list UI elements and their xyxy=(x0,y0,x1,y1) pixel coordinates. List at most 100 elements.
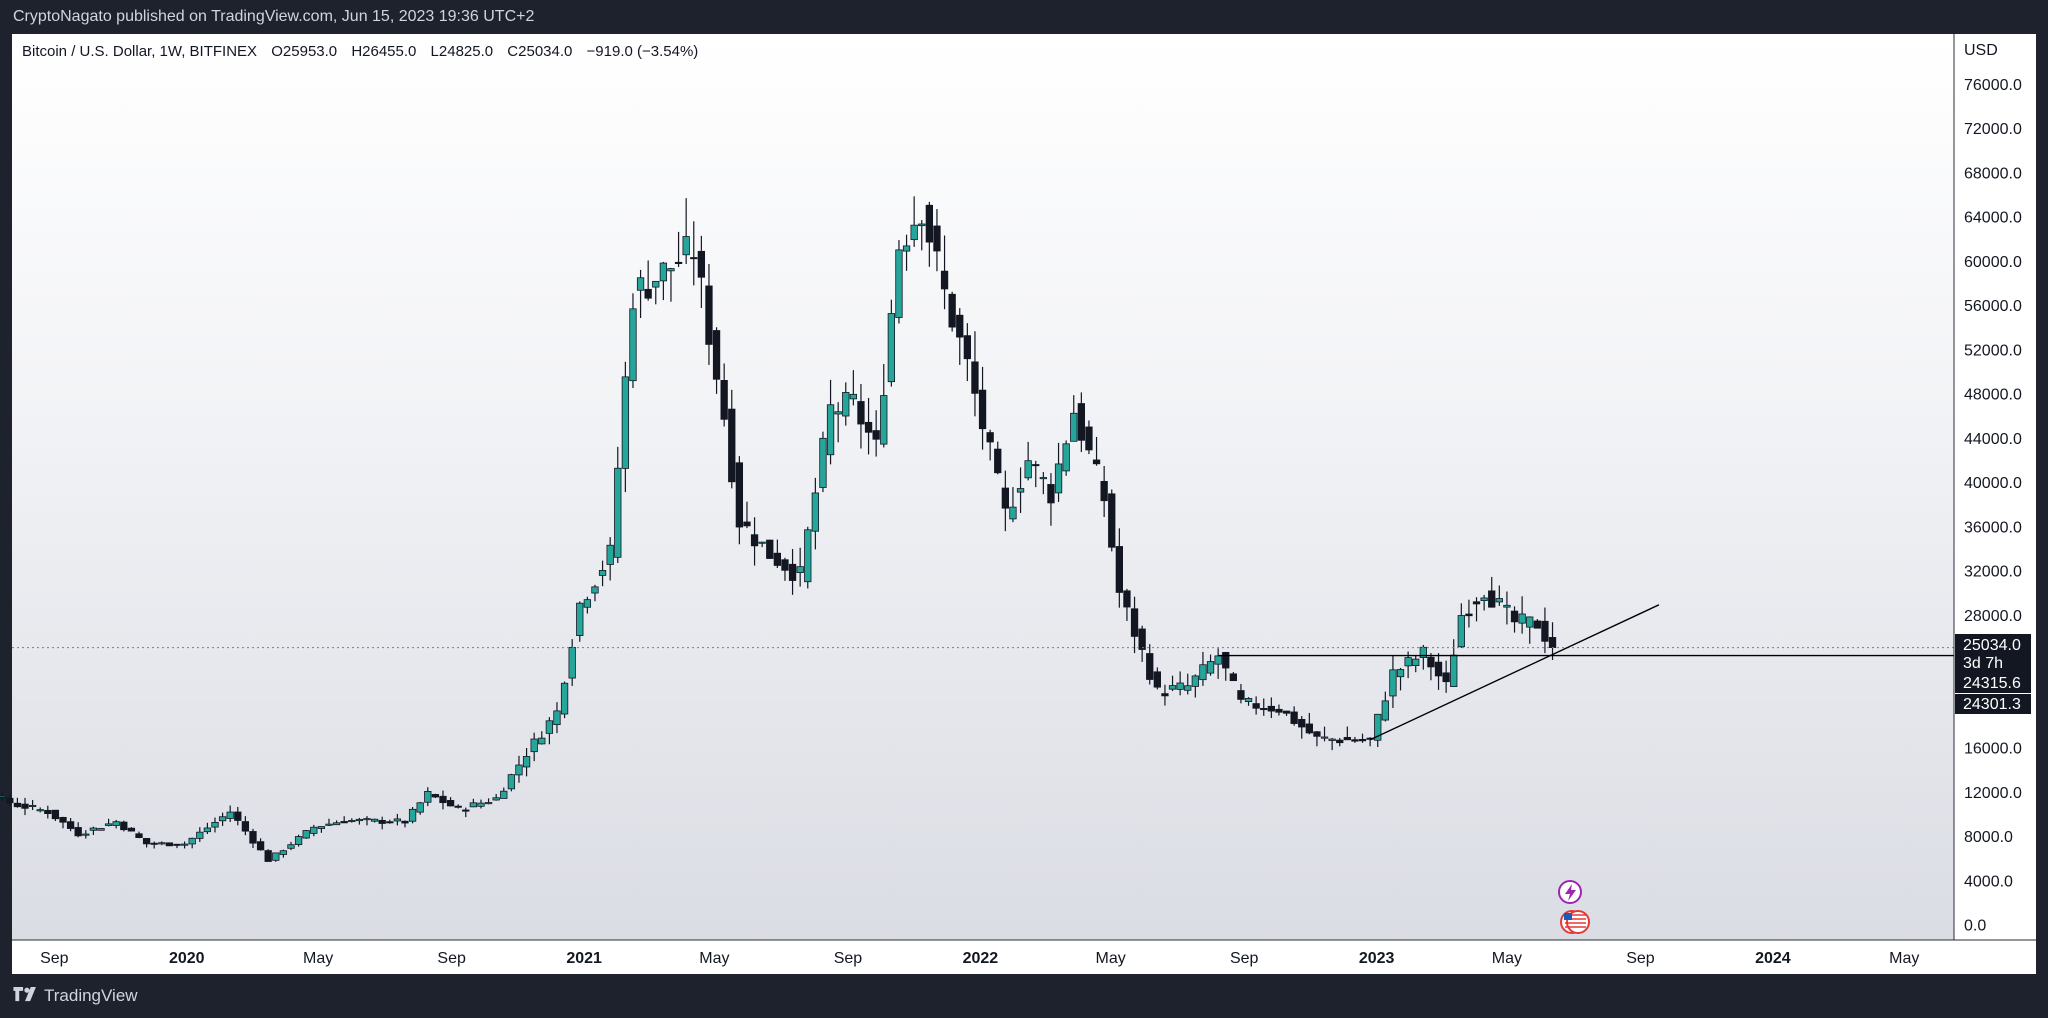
candle-body xyxy=(97,828,105,831)
candle-body xyxy=(712,330,721,380)
candle-body xyxy=(1054,463,1063,494)
candle-body xyxy=(51,809,60,820)
candle-body xyxy=(545,720,554,734)
y-tick-label: 4000.0 xyxy=(1964,873,2013,890)
last-price-tag-bg xyxy=(1955,634,2031,655)
candle-body xyxy=(1518,613,1526,624)
candle-body xyxy=(674,261,683,265)
candle-body xyxy=(902,245,911,252)
publisher-line: CryptoNagato published on TradingView.co… xyxy=(13,8,535,25)
candle-body xyxy=(1191,675,1199,687)
candle-body xyxy=(963,335,972,360)
currency-label: USD xyxy=(1964,42,1998,59)
candle-body xyxy=(1047,484,1055,504)
candle-body xyxy=(484,802,493,805)
candle-body xyxy=(933,225,941,252)
candle-body xyxy=(682,236,690,256)
candle-body xyxy=(462,809,470,812)
y-tick-label: 52000.0 xyxy=(1964,342,2022,359)
candle-body xyxy=(621,376,630,469)
candle-body xyxy=(6,797,14,804)
candle-body xyxy=(135,833,143,838)
footer-bar: TradingView xyxy=(0,974,2048,1018)
candle-body xyxy=(454,805,462,808)
candle-body xyxy=(66,821,75,829)
legend-open: O25953.0 xyxy=(271,43,338,60)
candle-body xyxy=(1389,669,1397,697)
candle-body xyxy=(994,448,1002,474)
candle-body xyxy=(1199,664,1207,681)
candle-body xyxy=(424,791,432,803)
candle-body xyxy=(826,404,835,456)
candle-body xyxy=(940,270,949,290)
y-tick-label: 68000.0 xyxy=(1964,165,2022,182)
legend-symbol: Bitcoin / U.S. Dollar, 1W, BITFINEX xyxy=(22,43,258,60)
legend-change: −919.0 (−3.54%) xyxy=(586,43,699,60)
chart-pane[interactable] xyxy=(12,34,2036,974)
candle-body xyxy=(1412,658,1420,666)
candle-body xyxy=(1130,608,1139,637)
candle-body xyxy=(150,842,158,845)
candle-body xyxy=(1001,487,1010,509)
candle-body xyxy=(21,803,29,809)
candle-body xyxy=(1488,590,1496,608)
x-tick-label: Sep xyxy=(437,950,466,967)
symbol-legend[interactable]: Bitcoin / U.S. Dollar, 1W, BITFINEX O259… xyxy=(22,43,698,60)
candle-body xyxy=(1085,426,1093,451)
x-tick-label: May xyxy=(303,950,333,967)
candle-body xyxy=(1062,443,1070,472)
candle-body xyxy=(226,811,234,819)
candle-body xyxy=(591,586,599,594)
candle-body xyxy=(0,795,6,798)
candle-body xyxy=(1009,506,1017,520)
candle-body xyxy=(348,820,356,823)
candle-body xyxy=(294,836,303,845)
candle-body xyxy=(804,529,812,583)
candle-body xyxy=(690,257,698,260)
candle-body xyxy=(325,823,333,826)
candle-body xyxy=(1495,598,1503,603)
candle-body xyxy=(796,566,804,573)
candle-body xyxy=(1541,620,1549,642)
candle-body xyxy=(1077,403,1085,441)
price-axis-panel[interactable] xyxy=(1954,34,2036,940)
candle-body xyxy=(36,809,44,812)
candle-body xyxy=(872,430,880,440)
candle-body xyxy=(1282,710,1291,714)
y-tick-label: 72000.0 xyxy=(1964,121,2022,138)
candle-body xyxy=(279,850,288,855)
candle-body xyxy=(355,818,364,822)
candle-body xyxy=(986,432,994,443)
candle-body xyxy=(180,843,189,846)
y-tick-label: 28000.0 xyxy=(1964,608,2022,625)
candle-body xyxy=(1024,460,1032,479)
candle-body xyxy=(781,559,789,571)
candle-body xyxy=(264,850,272,862)
candle-body xyxy=(918,223,926,227)
y-tick-label: 16000.0 xyxy=(1964,741,2022,758)
x-tick-label: May xyxy=(699,950,729,967)
trendline[interactable] xyxy=(1369,604,1660,741)
candle-body xyxy=(13,802,22,808)
candle-body xyxy=(173,843,181,846)
candle-body xyxy=(1320,736,1329,739)
candle-body xyxy=(386,821,394,824)
candle-body xyxy=(89,827,98,831)
candle-body xyxy=(773,552,782,566)
candle-body xyxy=(1427,656,1435,668)
y-tick-label: 44000.0 xyxy=(1964,431,2022,448)
candle-body xyxy=(1442,672,1450,683)
x-tick-label: Sep xyxy=(1230,950,1259,967)
candle-body xyxy=(370,818,379,822)
flag-canton xyxy=(1564,913,1572,920)
candle-body xyxy=(614,467,622,558)
time-axis-panel[interactable] xyxy=(12,940,2036,975)
candle-body xyxy=(819,437,827,488)
footer-brand[interactable]: TradingView xyxy=(44,986,138,1005)
candle-body xyxy=(1161,693,1169,697)
candle-body xyxy=(1434,661,1443,677)
candle-body xyxy=(302,830,310,839)
candle-body xyxy=(568,647,576,679)
candle-body xyxy=(431,794,440,798)
